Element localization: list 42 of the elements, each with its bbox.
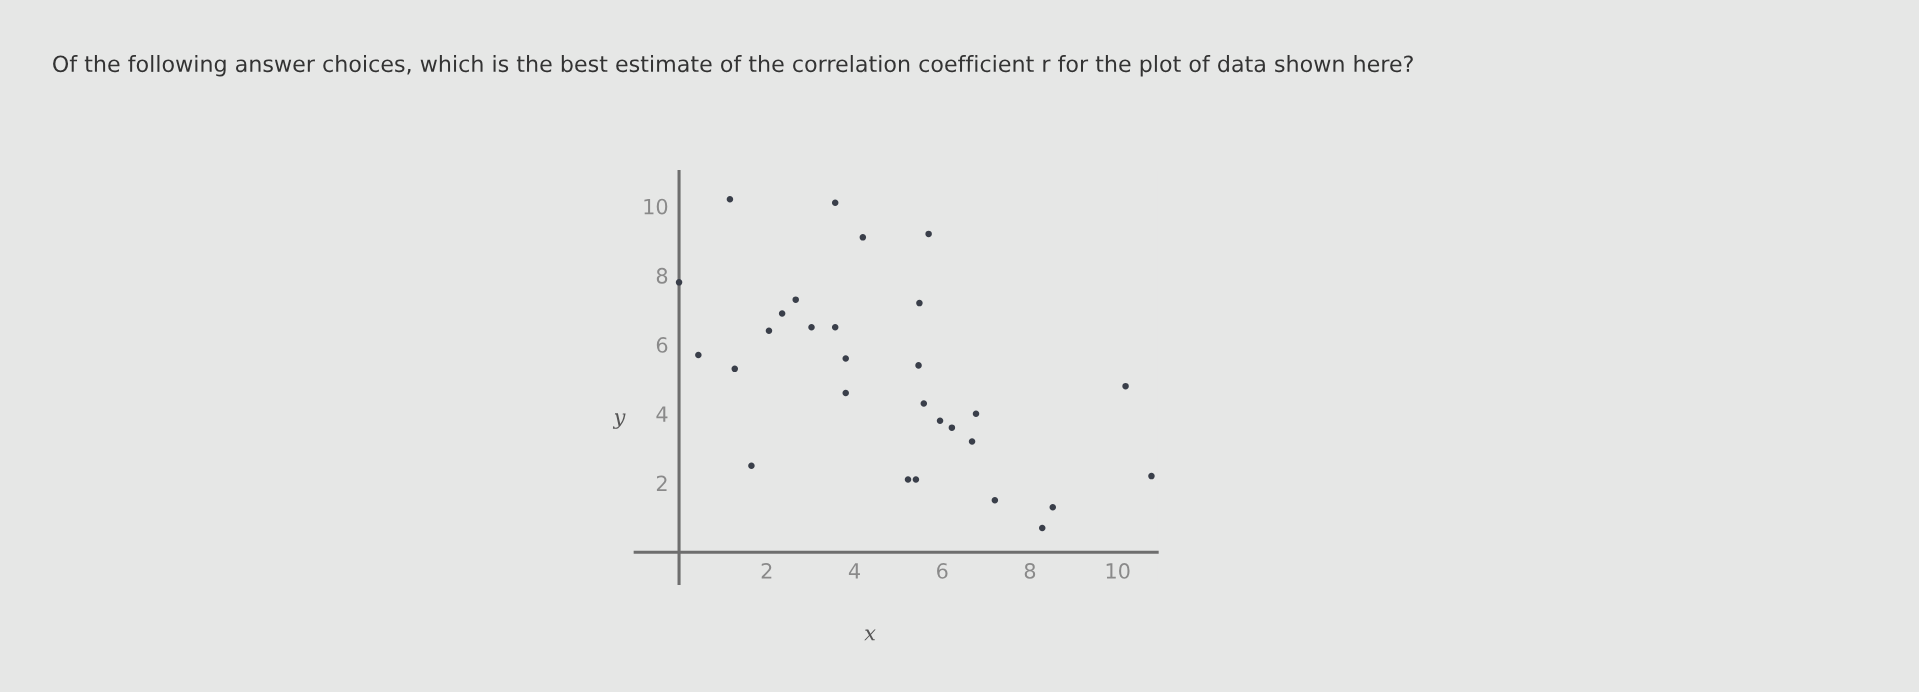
point (972, 410, 980, 418)
point (1049, 503, 1057, 511)
point (831, 199, 839, 207)
y-tick-label: 10 (644, 198, 668, 215)
chart-title: Of the following answer choices, which is the best estimate of the correlation coefficient r for the plot of data shown here? (53, 54, 1413, 77)
point (731, 365, 739, 373)
point (842, 389, 849, 397)
point (925, 230, 932, 238)
point (842, 355, 849, 362)
point (920, 400, 928, 407)
point (915, 362, 922, 369)
x-tick-label: 2 (761, 563, 772, 579)
point (936, 417, 944, 424)
point (948, 424, 956, 431)
point (792, 296, 799, 303)
point (1122, 382, 1129, 390)
y-tick-label: 4 (656, 406, 668, 422)
point (912, 476, 920, 483)
point (748, 462, 755, 469)
point (916, 299, 923, 307)
y-tick-label: 8 (656, 267, 668, 284)
x-tick-label: 4 (848, 563, 860, 579)
point (778, 310, 786, 317)
point (991, 497, 999, 504)
y-tick-label: 2 (656, 475, 667, 491)
point (968, 438, 976, 445)
point (808, 324, 815, 331)
y-axis-title: y (612, 413, 626, 429)
point (675, 279, 683, 286)
point (1038, 524, 1046, 532)
point (765, 327, 773, 335)
point (695, 351, 702, 359)
x-tick-label: 6 (937, 563, 948, 579)
y-tick-label: 6 (656, 337, 668, 353)
x-tick-label: 10 (1106, 563, 1130, 579)
point (859, 234, 867, 241)
point (831, 324, 839, 331)
point (726, 196, 734, 203)
point (1148, 472, 1155, 480)
point (904, 476, 912, 483)
x-tick-label: 8 (1024, 563, 1036, 579)
x-axis-title: x (864, 629, 876, 641)
